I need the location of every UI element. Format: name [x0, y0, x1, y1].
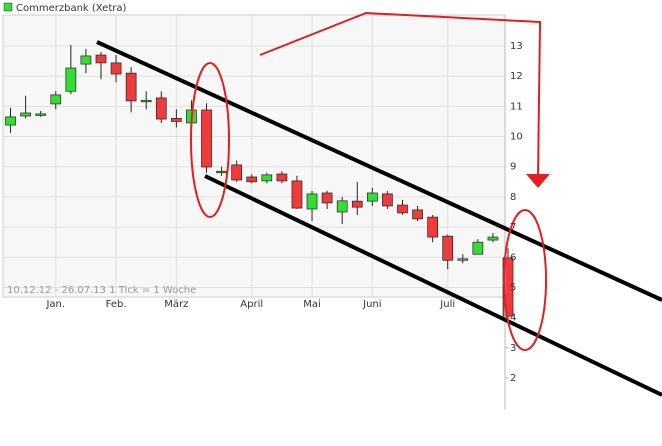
x-tick-label: Jan. — [45, 299, 65, 310]
x-tick-label: Feb. — [106, 299, 127, 310]
y-tick-label: 9 — [510, 162, 516, 173]
candle-body — [321, 192, 333, 204]
arrow-head — [526, 174, 550, 188]
candle-body — [336, 200, 348, 213]
candle-body — [276, 173, 288, 182]
y-tick-label: 11 — [510, 101, 523, 112]
y-tick-label: 2 — [510, 373, 516, 384]
candle-body — [231, 164, 243, 181]
candle-body — [472, 241, 484, 255]
y-tick-label: 4 — [510, 313, 516, 324]
candle-body — [140, 99, 152, 103]
candle-body — [110, 62, 122, 75]
candle-body — [397, 204, 408, 214]
y-tick-label: 10 — [510, 132, 523, 143]
arrow-line — [259, 11, 542, 177]
grid — [3, 15, 509, 379]
candle-body — [261, 174, 273, 182]
y-tick-label: 13 — [510, 41, 523, 52]
candle-body — [216, 170, 227, 174]
highlight-ellipse — [190, 62, 230, 218]
candle-body — [306, 193, 318, 210]
candle-body — [442, 235, 454, 261]
candle-body — [382, 193, 393, 207]
highlight-ellipse — [503, 209, 547, 351]
y-tick-label: 8 — [510, 192, 516, 203]
candle-body — [155, 97, 167, 120]
y-tick-label: 3 — [510, 343, 516, 354]
y-tick-label: 12 — [510, 71, 523, 82]
candle-body — [95, 54, 107, 64]
candle-body — [171, 118, 182, 122]
trend-line-lower — [204, 174, 662, 397]
x-tick-label: Juli — [439, 299, 455, 310]
candle-body — [35, 113, 47, 116]
x-tick-label: Mai — [303, 299, 321, 310]
x-tick-label: Juni — [362, 299, 381, 310]
x-tick-label: März — [164, 299, 188, 310]
candle-body — [457, 258, 469, 261]
x-tick-label: April — [240, 299, 263, 310]
candle-body — [80, 55, 92, 65]
candle-body — [65, 67, 77, 92]
candle-body — [291, 180, 303, 209]
plot-frame — [2, 14, 506, 298]
candle-body — [351, 200, 363, 208]
legend-swatch — [3, 2, 13, 12]
candle-body — [125, 72, 137, 102]
candle-body — [5, 116, 16, 126]
candle-body — [427, 216, 438, 238]
y-tick-label: 5 — [510, 282, 516, 293]
trend-line-upper — [96, 40, 662, 302]
candle-body — [50, 94, 62, 105]
subtitle: 10.12.12 - 26.07.13 1 Tick = 1 Woche — [7, 285, 196, 296]
candles — [5, 45, 514, 318]
candle-body — [412, 209, 423, 220]
candle-body — [366, 192, 378, 202]
candle-body — [246, 176, 258, 183]
candle-body — [502, 257, 514, 317]
candle-body — [487, 236, 499, 241]
y-tick-label: 6 — [510, 252, 516, 263]
chart-title: Commerzbank (Xetra) — [16, 3, 126, 14]
candle-body — [20, 112, 31, 117]
candle-body — [201, 109, 212, 168]
y-tick-label: 7 — [510, 222, 516, 233]
